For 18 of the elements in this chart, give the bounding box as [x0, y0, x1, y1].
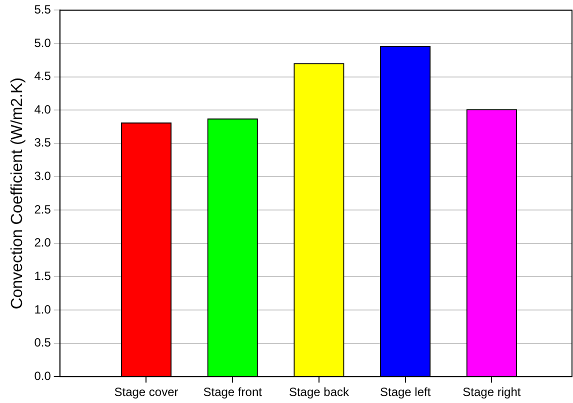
x-tick-label: Stage left	[380, 385, 432, 400]
y-tick-label: 4.5	[34, 69, 52, 84]
y-tick-label: 4.0	[34, 102, 52, 116]
y-tick-label: 0.0	[34, 368, 52, 383]
y-tick-label: 1.0	[34, 302, 52, 316]
y-tick-label: 5.5	[34, 2, 52, 17]
y-tick-label: 0.5	[34, 336, 52, 350]
x-tick-label: Stage right	[462, 385, 522, 400]
y-tick-label: 1.5	[34, 268, 52, 283]
x-tick-label: Stage cover	[114, 385, 178, 400]
y-axis-title: Convection Coefficient (W/m2.K)	[9, 78, 26, 310]
x-tick-label: Stage back	[288, 385, 350, 400]
y-tick-label: 5.0	[34, 36, 52, 50]
y-tick-label: 3.0	[34, 169, 52, 184]
y-tick-label: 2.0	[34, 236, 52, 250]
y-tick-label: 3.5	[34, 136, 52, 150]
y-tick-label: 2.5	[34, 202, 52, 216]
x-tick-label: Stage front	[203, 385, 263, 400]
